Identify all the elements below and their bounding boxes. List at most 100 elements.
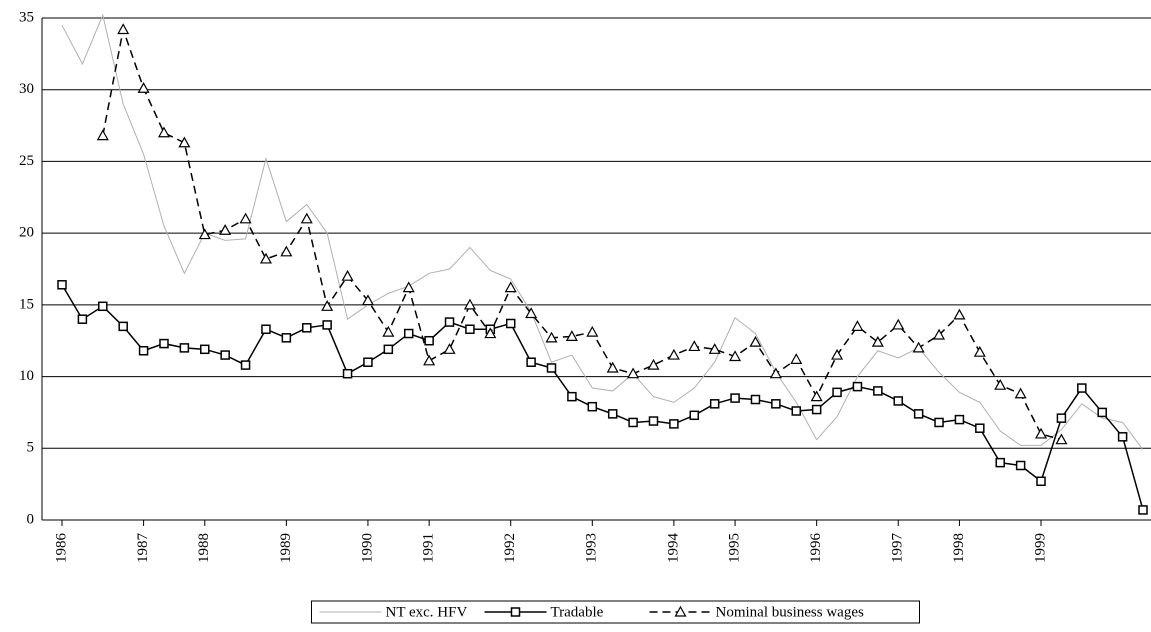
point xyxy=(321,300,334,311)
point xyxy=(871,335,884,347)
point xyxy=(1055,433,1068,445)
y-tick-label: 30 xyxy=(19,81,34,97)
point xyxy=(444,317,455,327)
point xyxy=(138,346,149,356)
legend-label: Nominal business wages xyxy=(716,604,864,620)
point xyxy=(791,406,802,416)
point xyxy=(730,393,740,403)
point xyxy=(159,338,169,349)
point xyxy=(954,414,965,425)
point xyxy=(852,381,863,392)
y-tick-label: 5 xyxy=(27,440,35,456)
x-tick-label: 1999 xyxy=(1032,533,1048,563)
point xyxy=(403,328,414,339)
point xyxy=(504,281,517,293)
point xyxy=(239,212,252,224)
point xyxy=(382,325,395,337)
point xyxy=(545,331,558,343)
point xyxy=(688,340,701,352)
point xyxy=(769,367,782,379)
point xyxy=(832,387,842,398)
point xyxy=(892,318,905,330)
point xyxy=(383,344,394,355)
y-tick-label: 35 xyxy=(19,9,34,25)
y-tick-label: 0 xyxy=(27,511,35,527)
point xyxy=(363,357,373,367)
point xyxy=(443,343,456,354)
point xyxy=(484,327,497,339)
x-tick-label: 1991 xyxy=(421,533,437,563)
point xyxy=(627,367,640,379)
point xyxy=(261,324,271,334)
point xyxy=(219,224,232,235)
y-tick-label: 10 xyxy=(19,368,34,384)
point xyxy=(851,320,864,331)
point xyxy=(157,126,171,138)
legend-box xyxy=(311,600,920,624)
point xyxy=(811,404,822,415)
x-tick-label: 1986 xyxy=(53,533,69,564)
point xyxy=(137,82,150,93)
point xyxy=(750,394,761,405)
point xyxy=(240,360,251,370)
y-tick-label: 25 xyxy=(19,153,34,169)
point xyxy=(1077,383,1087,393)
point xyxy=(259,252,272,264)
point xyxy=(220,350,230,360)
x-tick-label: 1997 xyxy=(890,533,906,564)
point xyxy=(77,314,88,324)
point xyxy=(873,386,883,396)
point xyxy=(1036,476,1046,487)
point xyxy=(1014,387,1027,399)
x-tick-label: 1987 xyxy=(135,533,151,564)
x-tick-label: 1996 xyxy=(808,533,824,564)
point xyxy=(567,391,577,402)
point xyxy=(200,344,210,355)
point xyxy=(424,335,434,346)
point xyxy=(831,348,844,360)
legend-label: Tradable xyxy=(551,604,604,620)
point xyxy=(526,357,536,367)
point xyxy=(771,399,781,409)
x-tick-label: 1990 xyxy=(359,533,375,563)
x-tick-label: 1992 xyxy=(502,533,518,563)
point xyxy=(505,318,516,329)
point xyxy=(98,301,108,312)
point xyxy=(708,343,721,354)
point xyxy=(1138,505,1148,515)
legend: NT exc. HFV Tradable Nominal business wage… xyxy=(311,600,920,624)
x-tick-label: 1994 xyxy=(665,533,681,564)
point xyxy=(57,280,67,290)
y-tick-label: 20 xyxy=(19,225,34,241)
point xyxy=(1117,432,1128,442)
point xyxy=(463,298,476,310)
point xyxy=(648,416,659,426)
point xyxy=(628,417,638,428)
point xyxy=(912,341,925,353)
point xyxy=(973,345,986,357)
point xyxy=(709,399,720,409)
x-tick-label: 1995 xyxy=(727,533,743,563)
point xyxy=(893,396,903,406)
point xyxy=(525,307,538,319)
point xyxy=(96,129,109,141)
point xyxy=(994,378,1007,390)
legend-label: NT exc. HFV xyxy=(386,604,468,620)
point xyxy=(402,281,415,293)
point xyxy=(361,294,374,306)
point xyxy=(565,330,578,342)
point xyxy=(117,23,130,35)
point xyxy=(934,417,944,428)
point xyxy=(975,423,985,433)
point xyxy=(1035,427,1048,439)
point xyxy=(587,401,598,412)
point xyxy=(423,354,436,366)
point xyxy=(342,368,353,379)
point xyxy=(1097,407,1107,418)
point xyxy=(1015,460,1026,471)
point xyxy=(729,350,742,362)
x-tick-label: 1988 xyxy=(196,533,212,563)
point xyxy=(179,343,190,353)
